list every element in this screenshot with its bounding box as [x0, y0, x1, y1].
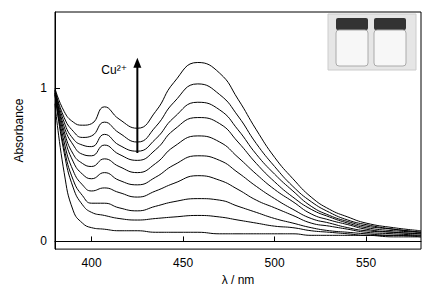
svg-text:400: 400	[82, 256, 102, 270]
svg-text:450: 450	[173, 256, 193, 270]
svg-text:550: 550	[356, 256, 376, 270]
svg-text:λ / nm: λ / nm	[222, 273, 255, 287]
svg-text:0: 0	[40, 234, 47, 248]
svg-text:500: 500	[265, 256, 285, 270]
svg-text:Cu²⁺: Cu²⁺	[101, 63, 127, 77]
svg-text:1: 1	[40, 81, 47, 95]
svg-text:Absorbance: Absorbance	[12, 98, 26, 162]
